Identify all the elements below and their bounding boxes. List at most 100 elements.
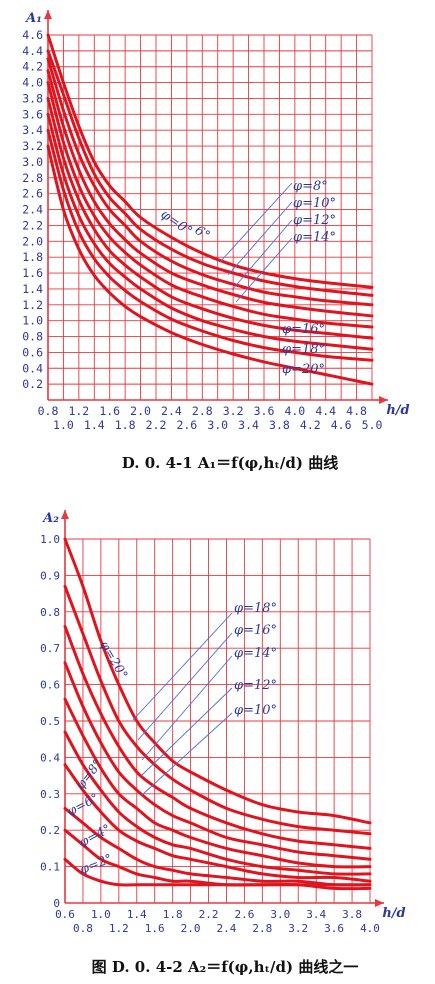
x-tick-label: 1.2 [68, 404, 89, 418]
x-tick-label: 1.6 [99, 404, 120, 418]
x-tick-label: 2.8 [252, 922, 272, 935]
y-tick-label: 0 [53, 897, 60, 910]
series-curve [63, 697, 372, 869]
x-tick-label: 4.0 [284, 404, 305, 418]
y-tick-label: 3.8 [22, 91, 43, 105]
curve-label: φ=18° [282, 342, 325, 357]
series-curve [63, 584, 372, 836]
curve-label: φ=18° [234, 601, 277, 616]
x-axis-arrow [379, 396, 388, 404]
curve-label: φ=14° [234, 646, 277, 661]
curve-label: φ=0° [158, 207, 195, 239]
y-tick-label: 4.4 [22, 44, 43, 58]
leader-line [141, 655, 233, 761]
curve-label: φ=20° [282, 362, 325, 377]
x-tick-label: 2.6 [176, 418, 197, 432]
curve-label: φ=10° [293, 196, 336, 211]
series-curve [46, 69, 374, 318]
x-axis-arrow [375, 899, 384, 907]
x-tick-label: 4.0 [360, 922, 380, 935]
y-tick-label: 2.8 [22, 171, 43, 185]
curve-label: φ=10° [234, 703, 277, 718]
x-tick-label: 1.0 [91, 908, 111, 921]
y-axis-arrow [44, 10, 52, 19]
x-tick-label: 2.4 [217, 922, 237, 935]
series-curve [63, 537, 372, 825]
x-tick-label: 1.0 [53, 418, 74, 432]
x-tick-label: 2.0 [130, 404, 151, 418]
x-tick-label: 3.4 [306, 908, 326, 921]
x-tick-label: 4.2 [300, 418, 321, 432]
x-tick-label: 2.8 [192, 404, 213, 418]
x-tick-label: 4.8 [346, 404, 367, 418]
x-tick-label: 2.2 [146, 418, 167, 432]
x-tick-label: 0.6 [55, 908, 75, 921]
series-curve [46, 57, 374, 307]
y-axis-label: A₂ [41, 511, 59, 526]
series-curve [46, 33, 374, 289]
series-curve [63, 624, 372, 850]
x-tick-label: 2.2 [199, 908, 219, 921]
y-tick-label: 2.2 [22, 218, 43, 232]
x-tick-label: 3.8 [269, 418, 290, 432]
y-axis-arrow [61, 510, 69, 519]
y-tick-label: 0.8 [22, 330, 43, 344]
y-tick-label: 1.2 [22, 298, 43, 312]
leader-line [141, 687, 233, 776]
series-curve [46, 97, 374, 340]
y-tick-label: 4.6 [22, 28, 43, 42]
y-axis-label: A₁ [24, 11, 42, 26]
y-tick-label: 1.6 [22, 266, 43, 280]
x-tick-label: 0.8 [38, 404, 59, 418]
x-tick-label: 2.4 [161, 404, 182, 418]
chart-a1: A₁h/d0.20.40.60.81.01.21.41.61.82.02.22.… [22, 10, 410, 432]
x-tick-label: 3.6 [324, 922, 344, 935]
y-tick-label: 4.2 [22, 60, 43, 74]
x-tick-label: 4.4 [315, 404, 336, 418]
y-tick-label: 0.2 [22, 377, 43, 391]
curve-label: φ=16° [282, 322, 325, 337]
series-curve [46, 144, 374, 386]
x-tick-label: 2.0 [181, 922, 201, 935]
series-curve [46, 112, 374, 351]
leader-line [235, 237, 293, 303]
x-tick-label: 1.6 [145, 922, 165, 935]
curve-label: φ=12° [234, 678, 277, 693]
curve-label: 6° [192, 223, 213, 244]
y-tick-label: 4.0 [22, 76, 43, 90]
leader-line [227, 201, 293, 276]
y-tick-label: 0.7 [40, 642, 60, 655]
x-tick-label: 3.0 [207, 418, 228, 432]
y-tick-label: 2.4 [22, 203, 43, 217]
chart-a1-caption: D. 0. 4-1 A₁＝f(φ,hₜ/d) 曲线 [122, 454, 338, 472]
leader-line [219, 182, 293, 263]
x-tick-label: 3.2 [223, 404, 244, 418]
y-tick-label: 1.0 [22, 314, 43, 328]
chart-a2-caption: 图 D. 0. 4-2 A₂＝f(φ,hₜ/d) 曲线之一 [92, 958, 359, 976]
x-tick-label: 3.8 [342, 908, 362, 921]
y-tick-label: 3.0 [22, 155, 43, 169]
series-curve [63, 763, 372, 883]
y-tick-label: 3.6 [22, 107, 43, 121]
leader-line [231, 219, 293, 291]
y-tick-label: 0.4 [22, 361, 43, 375]
series-curve [46, 128, 374, 362]
x-tick-label: 1.2 [109, 922, 129, 935]
x-tick-label: 5.0 [362, 418, 383, 432]
y-tick-label: 0.6 [22, 345, 43, 359]
x-tick-label: 4.6 [331, 418, 352, 432]
curve-label: φ=14° [293, 230, 336, 245]
x-tick-label: 0.8 [73, 922, 93, 935]
leader-line [141, 712, 233, 796]
y-tick-label: 0.9 [40, 569, 60, 582]
y-tick-label: 0.6 [40, 679, 60, 692]
x-axis-label: h/d [382, 906, 405, 921]
curve-label: φ=4° [76, 821, 113, 850]
y-tick-label: 0.3 [40, 788, 60, 801]
y-tick-label: 3.2 [22, 139, 43, 153]
y-tick-label: 0.1 [40, 861, 60, 874]
x-tick-label: 1.8 [163, 908, 183, 921]
y-tick-label: 0.4 [40, 751, 60, 764]
y-tick-label: 1.8 [22, 250, 43, 264]
